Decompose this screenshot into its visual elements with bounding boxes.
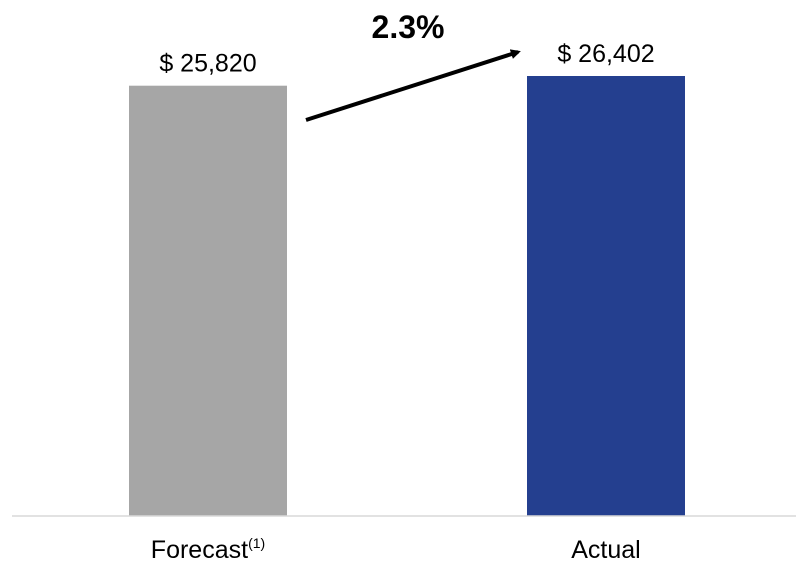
bar-forecast [129, 85, 287, 516]
data-label-actual: $ 26,402 [557, 40, 654, 68]
footnote-marker: (1) [248, 535, 265, 551]
change-arrow [305, 49, 521, 122]
change-label: 2.3% [372, 9, 445, 45]
bar-actual [527, 76, 685, 516]
category-label-forecast: Forecast(1) [151, 535, 265, 562]
data-label-forecast: $ 25,820 [159, 50, 256, 78]
category-label-actual: Actual [571, 536, 640, 562]
